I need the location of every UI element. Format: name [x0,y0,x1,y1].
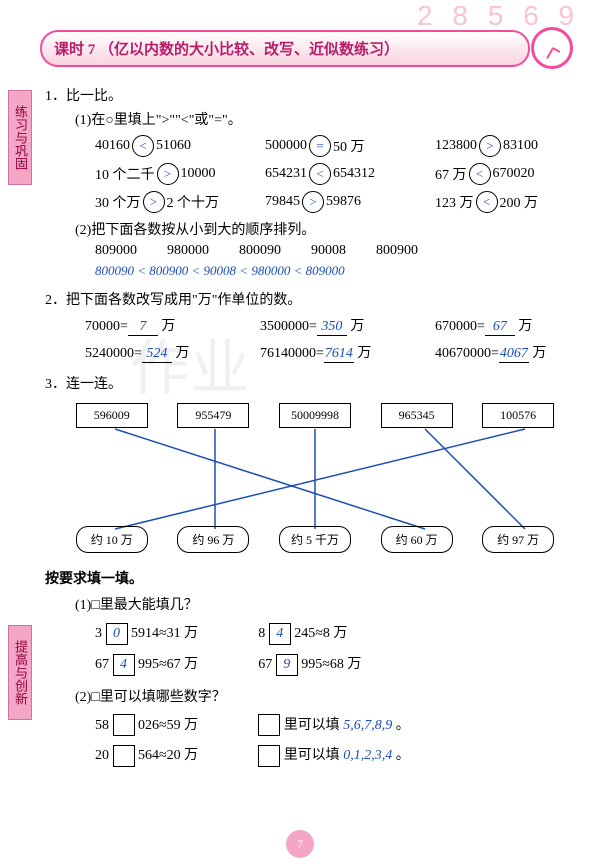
question-1: 1．比一比。 (1)在○里填上">""<"或"="。 40160<51060 50… [45,85,585,279]
compare-item: 654231<654312 [265,163,405,185]
fill2-expr: 20 564≈20 万 [95,744,198,767]
connect-bot-box: 约 97 万 [482,526,554,553]
q3-title: 3．连一连。 [45,373,585,393]
lesson-header: 课时 7 （亿以内数的大小比较、改写、近似数练习） [40,30,530,67]
connect-top-box: 50009998 [279,403,351,428]
fill-item: 67 9 995≈68 万 [258,653,361,676]
question-2: 2．把下面各数改写成用"万"作单位的数。 70000=7 万 3500000=35… [45,289,585,363]
clock-icon [531,27,573,69]
connect-bot-box: 约 5 千万 [279,526,351,553]
side-label-advanced: 提高与创新 [8,625,32,720]
connect-top-box: 955479 [177,403,249,428]
adv-title: 按要求填一填。 [45,568,585,588]
fill-item: 8 4 245≈8 万 [258,622,347,645]
sort-numbers: 80900098000080009090008800900 [95,243,585,259]
connect-top-box: 596009 [76,403,148,428]
rewrite-item: 76140000=7614 万 [260,342,415,363]
compare-item: 10 个二千>10000 [95,163,235,185]
q1-title: 1．比一比。 [45,85,585,105]
fill2-answer: 里可以填 0,1,2,3,4 。 [258,744,410,767]
connect-bot-box: 约 10 万 [76,526,148,553]
compare-item: 67 万<670020 [435,163,575,185]
fill2-expr: 58 026≈59 万 [95,714,198,737]
compare-item: 30 个万>2 个十万 [95,191,235,213]
adv-sub1: (1)□里最大能填几？ [75,594,585,614]
fill-item: 3 0 5914≈31 万 [95,622,198,645]
compare-item: 123 万<200 万 [435,191,575,213]
sort-answer: 800090 < 800900 < 90008 < 980000 < 80900… [95,263,585,279]
q1-sub1: (1)在○里填上">""<"或"="。 [75,109,585,129]
question-3: 3．连一连。 596009 955479 50009998 965345 100576 … [45,373,585,553]
q2-title: 2．把下面各数改写成用"万"作单位的数。 [45,289,585,309]
connect-top-box: 965345 [381,403,453,428]
compare-item: 123800>83100 [435,135,575,157]
rewrite-item: 3500000=350 万 [260,315,415,336]
rewrite-item: 40670000=4067 万 [435,342,590,363]
connect-area: 596009 955479 50009998 965345 100576 约 10 万 约… [65,403,565,553]
lesson-num: 课时 7 [54,42,95,58]
advanced-section: 按要求填一填。 (1)□里最大能填几？ 3 0 5914≈31 万 8 4 245… [45,568,585,767]
compare-item: 500000=50 万 [265,135,405,157]
lesson-title: （亿以内数的大小比较、改写、近似数练习） [99,42,399,58]
side-label-practice: 练习与巩固 [8,90,32,185]
fill2-answer: 里可以填 5,6,7,8,9 。 [258,714,410,737]
page-number: 7 [286,830,314,858]
compare-item: 40160<51060 [95,135,235,157]
q1-sub2: (2)把下面各数按从小到大的顺序排列。 [75,219,585,239]
adv-sub2: (2)□里可以填哪些数字？ [75,686,585,706]
rewrite-item: 670000=67 万 [435,315,590,336]
fill-item: 67 4 995≈67 万 [95,653,198,676]
rewrite-item: 70000=7 万 [85,315,240,336]
connect-top-box: 100576 [482,403,554,428]
compare-item: 79845>59876 [265,191,405,213]
connect-bot-box: 约 96 万 [177,526,249,553]
rewrite-item: 5240000=524 万 [85,342,240,363]
connect-bot-box: 约 60 万 [381,526,453,553]
